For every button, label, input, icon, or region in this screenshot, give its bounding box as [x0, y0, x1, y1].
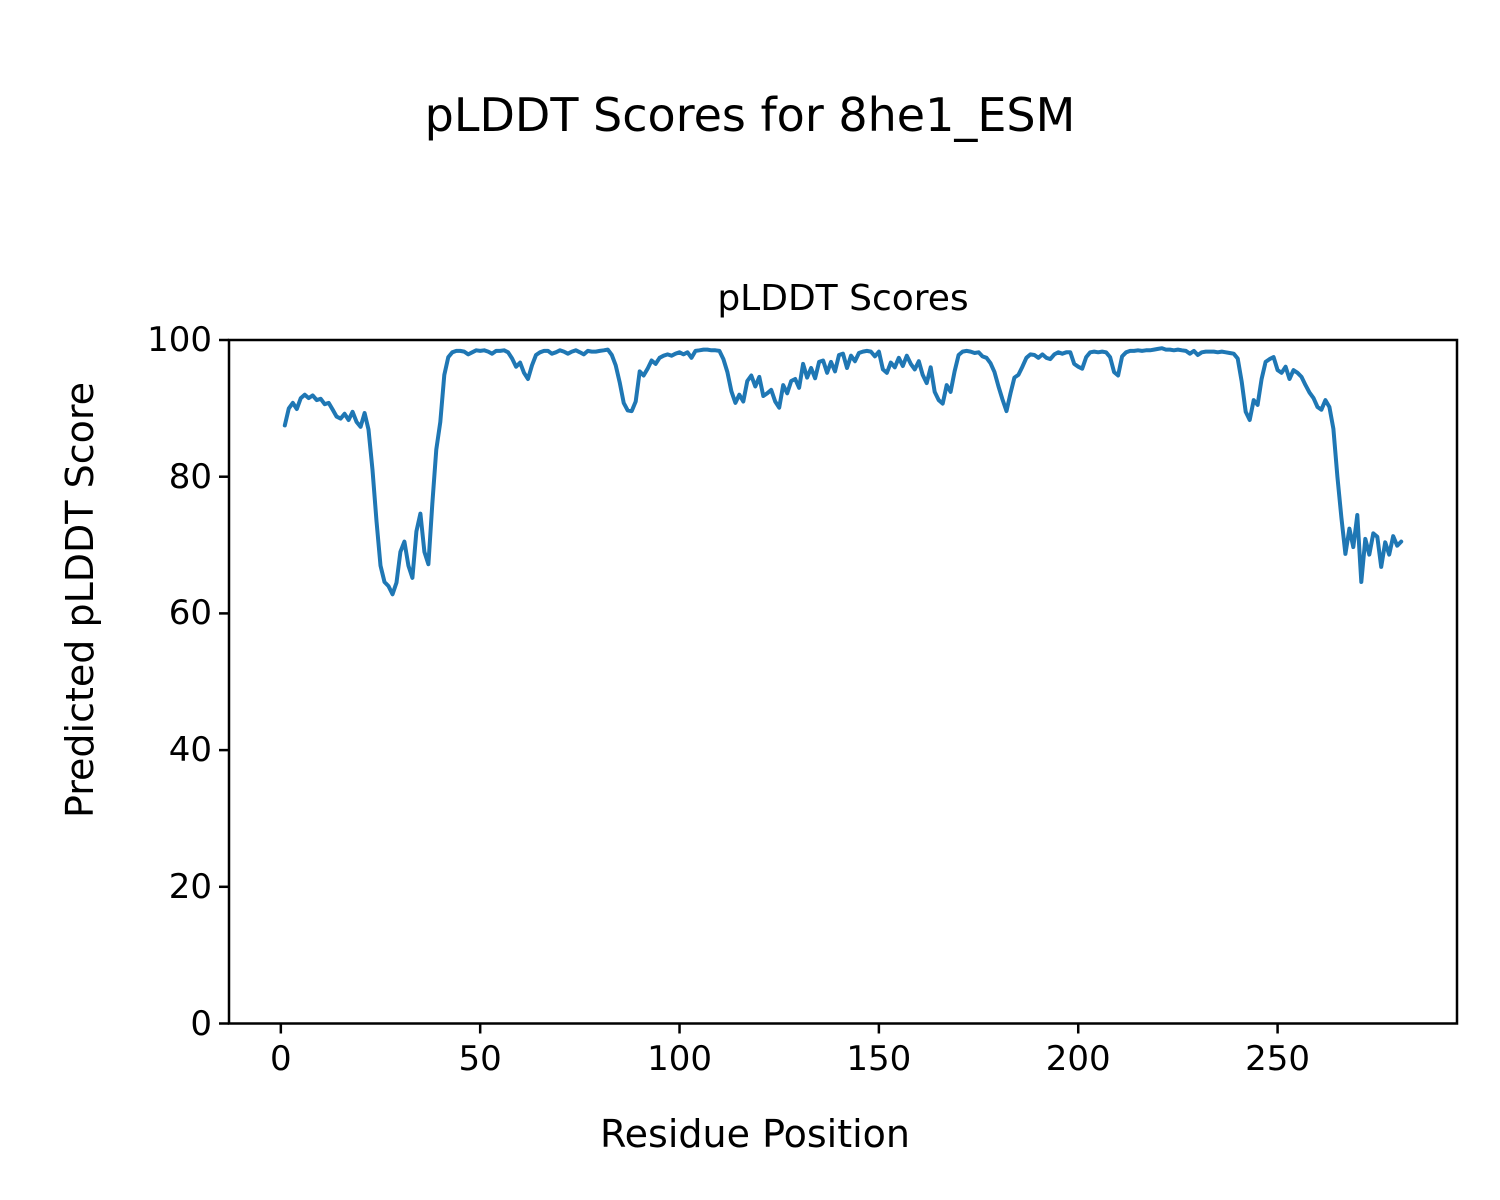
x-tick-label: 50	[458, 1038, 502, 1079]
y-tick-label: 60	[168, 593, 212, 634]
x-tick-label: 150	[846, 1038, 912, 1079]
y-tick-label: 0	[190, 1003, 212, 1044]
x-tick-label: 250	[1245, 1038, 1311, 1079]
x-tick-label: 100	[647, 1038, 712, 1079]
y-tick-label: 20	[168, 866, 212, 907]
axes-title: pLDDT Scores	[717, 278, 969, 319]
x-tick-label: 200	[1045, 1038, 1111, 1079]
plddt-line-series	[282, 346, 1404, 597]
y-tick-label: 80	[168, 456, 212, 497]
y-axis-label: Predicted pLDDT Score	[58, 382, 102, 818]
x-tick-label: 0	[270, 1038, 292, 1079]
axes-spines	[227, 338, 1459, 1025]
x-axis-label: Residue Position	[599, 1112, 911, 1156]
figure-title: pLDDT Scores for 8he1_ESM	[424, 88, 1076, 142]
y-tick-label: 100	[147, 320, 212, 360]
y-tick-label: 40	[168, 730, 212, 771]
